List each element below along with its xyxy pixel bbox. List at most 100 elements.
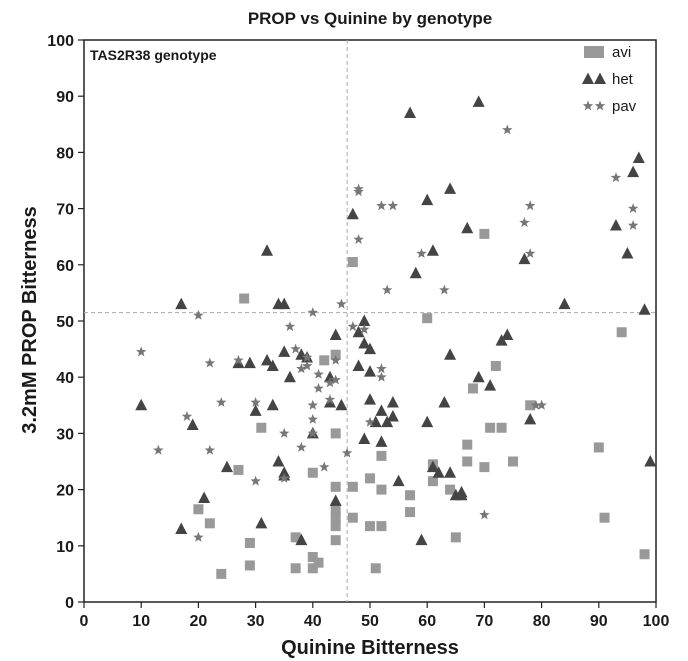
data-point-het [386, 410, 399, 422]
data-point-het [444, 466, 457, 478]
data-point-het [415, 533, 428, 546]
data-point-het [369, 415, 382, 428]
y-tick-label: 20 [56, 483, 74, 500]
data-point-pav [330, 374, 341, 385]
data-point-het [358, 314, 371, 326]
data-point-het [135, 398, 148, 411]
data-point-avi [599, 512, 610, 523]
data-point-het [278, 466, 291, 478]
x-tick-label: 40 [304, 613, 322, 630]
data-point-het [627, 165, 640, 178]
data-point-het [644, 455, 657, 467]
data-point-pav [376, 363, 387, 374]
data-point-pav [301, 352, 313, 362]
data-point-pav [336, 298, 347, 309]
data-point-het [632, 151, 645, 164]
data-point-pav [627, 220, 639, 230]
legend-label-pav: pav [612, 98, 637, 115]
data-point-pav [381, 284, 393, 295]
data-point-het [186, 418, 199, 430]
data-point-pav [193, 531, 204, 542]
data-point-pav [330, 354, 341, 365]
data-point-pav [376, 200, 387, 211]
data-point-het [198, 491, 211, 504]
data-point-avi [330, 428, 341, 439]
data-point-avi [479, 462, 490, 473]
data-point-het [375, 404, 388, 416]
data-point-avi [479, 228, 490, 239]
data-point-avi [422, 313, 433, 324]
data-point-het [266, 398, 279, 411]
data-point-avi [365, 521, 375, 532]
data-point-het [283, 370, 296, 383]
data-point-het [621, 247, 634, 259]
data-point-het [472, 95, 485, 107]
data-point-pav [324, 377, 336, 388]
legend-label-het: het [612, 71, 634, 88]
data-point-het [558, 297, 571, 310]
data-point-pav [364, 416, 376, 427]
data-point-het [358, 432, 371, 445]
data-point-avi [376, 521, 387, 532]
data-point-pav [307, 399, 318, 410]
data-point-pav [284, 321, 296, 332]
data-point-avi [307, 563, 318, 574]
data-point-pav [181, 411, 193, 421]
data-point-het [352, 359, 365, 371]
x-tick-label: 50 [361, 613, 379, 630]
y-tick-label: 90 [56, 89, 74, 106]
x-tick-label: 80 [533, 613, 551, 630]
data-point-pav [279, 472, 290, 483]
data-point-het [175, 522, 188, 534]
data-point-avi [290, 563, 301, 574]
data-point-avi [330, 504, 341, 515]
data-point-avi [290, 532, 301, 543]
x-axis-title: Quinine Bitterness [281, 637, 459, 659]
data-point-het [221, 460, 233, 473]
genotype-annotation: TAS2R38 genotype [90, 47, 217, 63]
data-point-pav [250, 475, 261, 486]
data-point-het [472, 370, 485, 383]
data-point-avi [508, 456, 518, 467]
data-point-het [352, 325, 365, 338]
data-point-pav [353, 183, 364, 194]
data-point-avi [485, 422, 496, 433]
y-tick-label: 0 [65, 595, 74, 612]
data-point-pav [610, 172, 622, 183]
data-point-avi [445, 484, 456, 495]
y-tick-label: 70 [56, 202, 74, 219]
data-point-avi [462, 456, 473, 467]
data-point-het [266, 359, 279, 371]
data-point-het [386, 395, 399, 408]
data-point-het [335, 398, 348, 411]
x-tick-label: 100 [643, 613, 670, 630]
data-point-het [364, 342, 376, 355]
data-point-avi [639, 549, 650, 560]
data-point-pav [313, 382, 324, 393]
data-point-pav [250, 397, 261, 407]
plot-frame [83, 39, 657, 603]
data-point-het [346, 207, 359, 220]
data-point-avi [204, 518, 215, 529]
data-point-het [444, 182, 457, 194]
legend-marker-pav [582, 100, 594, 111]
data-point-het [609, 218, 622, 231]
data-point-pav [479, 509, 490, 520]
data-point-het [364, 393, 376, 405]
data-point-het [501, 328, 514, 341]
y-tick-label: 50 [56, 314, 74, 331]
data-point-avi [370, 563, 381, 574]
data-point-avi [525, 400, 536, 411]
data-point-pav [627, 203, 639, 213]
data-point-pav [204, 444, 216, 455]
data-point-het [249, 404, 262, 416]
x-tick-label: 20 [190, 613, 208, 630]
data-point-avi [462, 439, 473, 450]
data-point-het [638, 303, 651, 315]
data-point-avi [450, 532, 461, 543]
data-point-pav [524, 248, 536, 258]
data-point-avi [256, 422, 267, 433]
data-point-pav [353, 234, 364, 244]
data-point-pav [204, 357, 216, 368]
y-tick-label: 80 [56, 145, 74, 162]
